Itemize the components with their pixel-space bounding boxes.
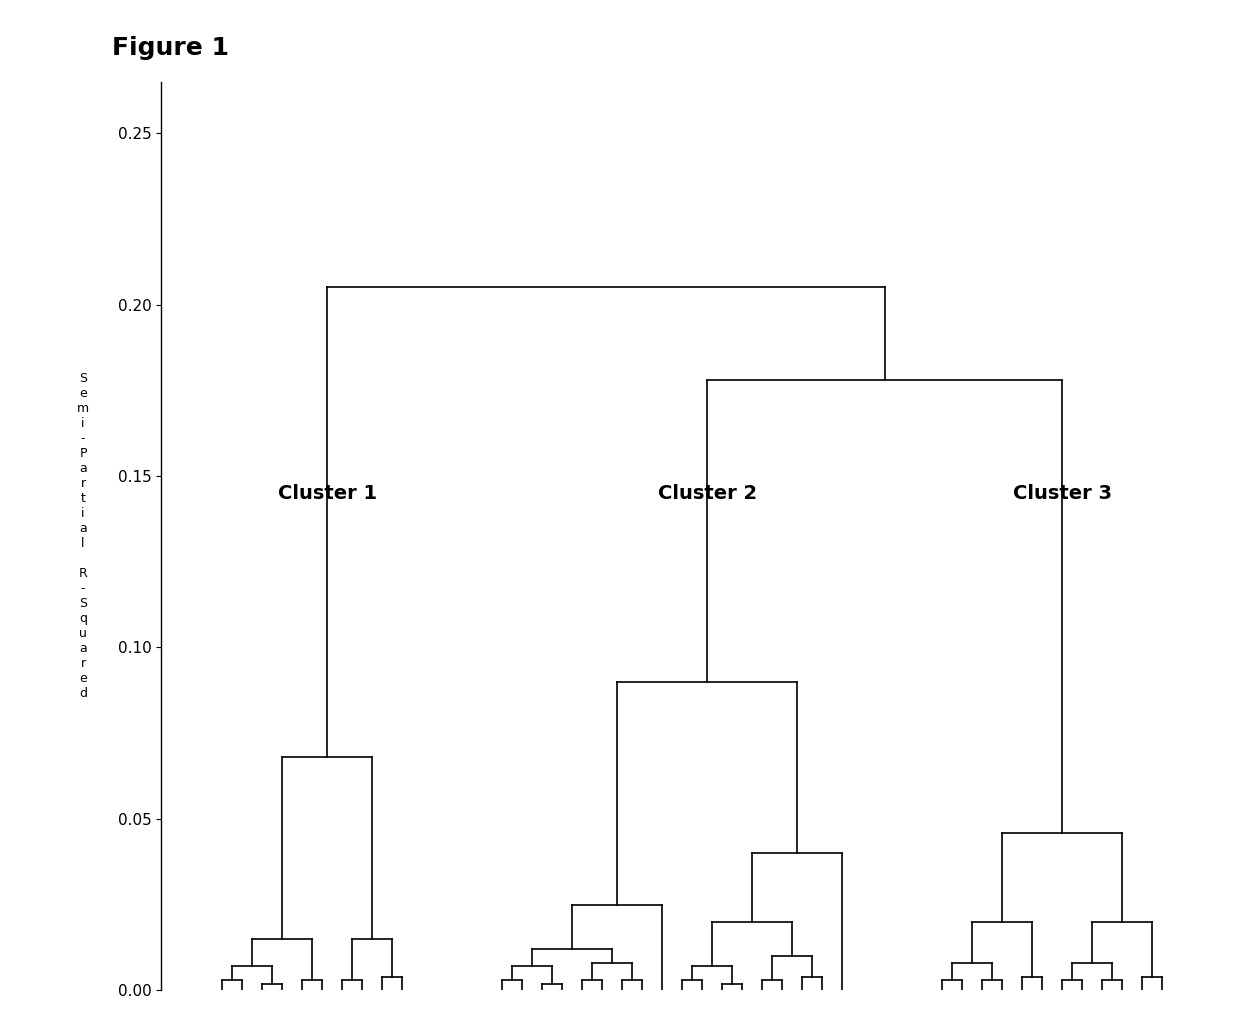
Text: Figure 1: Figure 1 [112, 36, 228, 60]
Text: Cluster 2: Cluster 2 [657, 484, 756, 502]
Text: Cluster 3: Cluster 3 [1013, 484, 1111, 502]
Text: Cluster 1: Cluster 1 [278, 484, 377, 502]
Y-axis label: S
e
m
i
-
P
a
r
t
i
a
l
 
R
-
S
q
u
a
r
e
d: S e m i - P a r t i a l R - S q u a r e … [77, 372, 89, 700]
